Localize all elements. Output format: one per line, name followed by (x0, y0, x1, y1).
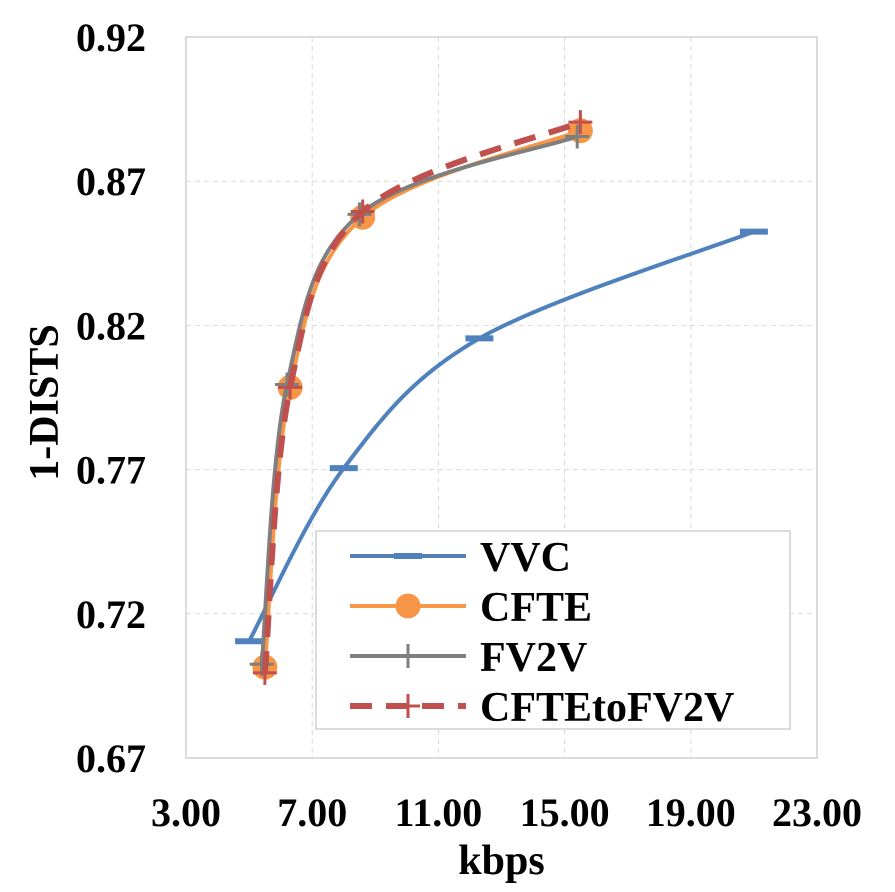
x-tick-label: 7.00 (277, 790, 347, 835)
legend-label: FV2V (480, 635, 587, 681)
legend-item-vvc: VVC (350, 535, 571, 581)
legend-marker (396, 694, 420, 718)
x-tick-label: 15.00 (520, 790, 610, 835)
y-tick-labels: 0.67 0.72 0.77 0.82 0.87 0.92 (76, 15, 146, 781)
legend-marker (395, 593, 421, 619)
data-point (568, 110, 593, 135)
y-axis-title: 1-DISTS (22, 324, 68, 480)
legend-label: CFTEtoFV2V (480, 685, 734, 731)
y-tick-label: 0.82 (76, 303, 146, 348)
data-point (274, 372, 299, 397)
series (235, 110, 768, 685)
series-line (259, 134, 580, 667)
x-tick-labels: 3.00 7.00 11.00 15.00 19.00 23.00 (151, 790, 862, 835)
legend-label: VVC (480, 535, 571, 581)
y-tick-label: 0.77 (76, 448, 146, 493)
x-axis-title: kbps (458, 838, 544, 884)
y-tick-label: 0.87 (76, 159, 146, 204)
y-tick-label: 0.67 (76, 736, 146, 781)
x-tick-label: 23.00 (772, 790, 862, 835)
series-line (247, 229, 756, 644)
data-point (565, 124, 590, 149)
data-point (350, 199, 375, 224)
series-line (261, 119, 582, 674)
x-tick-label: 3.00 (151, 790, 221, 835)
y-tick-label: 0.72 (76, 592, 146, 637)
legend-label: CFTE (480, 585, 592, 631)
legend-item-cfte: CFTE (350, 585, 592, 631)
legend-marker (396, 644, 420, 668)
legend-item-fv2v: FV2V (350, 635, 587, 681)
data-point (278, 375, 303, 400)
grid (186, 37, 817, 758)
series-cftetofv2v (252, 110, 593, 685)
data-point (252, 660, 277, 685)
x-tick-label: 19.00 (646, 790, 736, 835)
legend-item-cftetofv2v: CFTEtoFV2V (350, 685, 734, 731)
x-tick-label: 11.00 (395, 790, 483, 835)
y-tick-label: 0.92 (76, 15, 146, 60)
plot-area (185, 36, 818, 759)
legend-box (315, 530, 791, 730)
series-vvc (235, 228, 768, 645)
